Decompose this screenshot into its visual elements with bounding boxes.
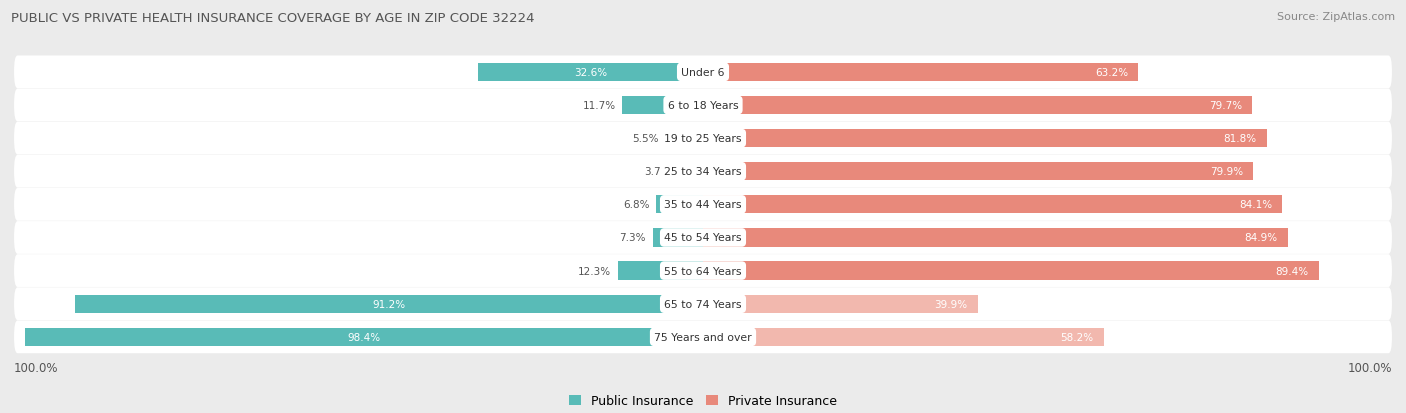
- Text: 39.9%: 39.9%: [935, 299, 967, 309]
- Text: 58.2%: 58.2%: [1060, 332, 1094, 342]
- Text: Source: ZipAtlas.com: Source: ZipAtlas.com: [1277, 12, 1395, 22]
- Text: 91.2%: 91.2%: [373, 299, 405, 309]
- Bar: [678, 163, 703, 181]
- FancyBboxPatch shape: [14, 155, 1392, 188]
- FancyBboxPatch shape: [14, 89, 1392, 122]
- FancyBboxPatch shape: [14, 188, 1392, 221]
- Bar: [619, 262, 703, 280]
- Text: PUBLIC VS PRIVATE HEALTH INSURANCE COVERAGE BY AGE IN ZIP CODE 32224: PUBLIC VS PRIVATE HEALTH INSURANCE COVER…: [11, 12, 534, 25]
- Text: 11.7%: 11.7%: [582, 101, 616, 111]
- Bar: [75, 295, 703, 313]
- Text: 100.0%: 100.0%: [1347, 361, 1392, 374]
- Text: 84.9%: 84.9%: [1244, 233, 1278, 243]
- FancyBboxPatch shape: [14, 254, 1392, 287]
- Text: 19 to 25 Years: 19 to 25 Years: [664, 134, 742, 144]
- Bar: [703, 163, 1254, 181]
- Text: 75 Years and over: 75 Years and over: [654, 332, 752, 342]
- Text: 7.3%: 7.3%: [619, 233, 645, 243]
- Bar: [703, 295, 979, 313]
- Text: 89.4%: 89.4%: [1275, 266, 1309, 276]
- Text: 55 to 64 Years: 55 to 64 Years: [664, 266, 742, 276]
- FancyBboxPatch shape: [14, 320, 1392, 354]
- Text: 63.2%: 63.2%: [1095, 68, 1128, 78]
- Bar: [478, 64, 703, 82]
- Text: 6.8%: 6.8%: [623, 200, 650, 210]
- Text: 6 to 18 Years: 6 to 18 Years: [668, 101, 738, 111]
- Text: 35 to 44 Years: 35 to 44 Years: [664, 200, 742, 210]
- Text: 3.7%: 3.7%: [644, 167, 671, 177]
- Text: 81.8%: 81.8%: [1223, 134, 1256, 144]
- Bar: [703, 328, 1104, 346]
- Text: 79.9%: 79.9%: [1211, 167, 1243, 177]
- Bar: [703, 229, 1288, 247]
- Text: 65 to 74 Years: 65 to 74 Years: [664, 299, 742, 309]
- Text: 32.6%: 32.6%: [574, 68, 607, 78]
- Bar: [25, 328, 703, 346]
- Text: Under 6: Under 6: [682, 68, 724, 78]
- Bar: [703, 97, 1253, 115]
- Text: 98.4%: 98.4%: [347, 332, 381, 342]
- FancyBboxPatch shape: [14, 287, 1392, 320]
- FancyBboxPatch shape: [14, 221, 1392, 254]
- Bar: [703, 196, 1282, 214]
- Legend: Public Insurance, Private Insurance: Public Insurance, Private Insurance: [568, 394, 838, 408]
- FancyBboxPatch shape: [14, 122, 1392, 155]
- Text: 84.1%: 84.1%: [1239, 200, 1272, 210]
- Text: 45 to 54 Years: 45 to 54 Years: [664, 233, 742, 243]
- Bar: [703, 64, 1139, 82]
- Text: 100.0%: 100.0%: [14, 361, 59, 374]
- Bar: [652, 229, 703, 247]
- Bar: [703, 262, 1319, 280]
- Bar: [657, 196, 703, 214]
- Bar: [703, 130, 1267, 148]
- Text: 12.3%: 12.3%: [578, 266, 612, 276]
- Text: 5.5%: 5.5%: [631, 134, 658, 144]
- Text: 25 to 34 Years: 25 to 34 Years: [664, 167, 742, 177]
- Text: 79.7%: 79.7%: [1209, 101, 1241, 111]
- Bar: [665, 130, 703, 148]
- Bar: [623, 97, 703, 115]
- FancyBboxPatch shape: [14, 56, 1392, 89]
